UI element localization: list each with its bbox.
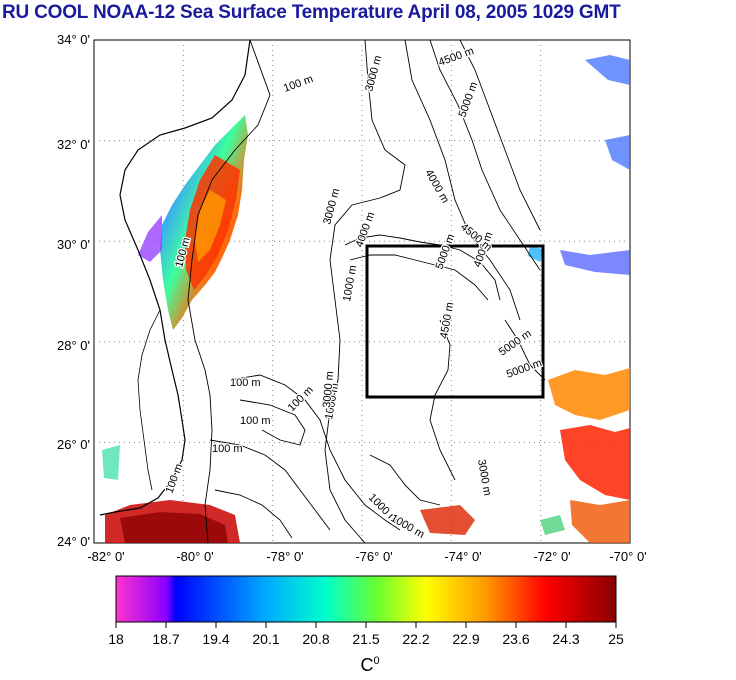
colorbar-label: 20.8 — [302, 631, 330, 647]
y-tick-label: 30° 0' — [57, 237, 90, 252]
y-tick-label: 34° 0' — [57, 32, 90, 47]
colorbar-label: 18.7 — [152, 631, 180, 647]
unit-base: C — [360, 655, 374, 675]
contour-label: 100 m — [212, 443, 243, 455]
colorbar-label: 19.4 — [202, 631, 230, 647]
contour-label: 100 m — [230, 377, 261, 389]
sst-patches — [102, 55, 630, 543]
study-region-box — [365, 244, 545, 399]
colorbar-label: 24.3 — [552, 631, 580, 647]
x-tick-label: -82° 0' — [87, 549, 125, 564]
contour-label: 100 m — [240, 415, 271, 427]
colorbar-ticks — [115, 622, 617, 628]
y-tick-label: 26° 0' — [57, 437, 90, 452]
unit-sup: 0 — [373, 655, 380, 667]
map-title: RU COOL NOAA-12 Sea Surface Temperature … — [2, 2, 621, 23]
colorbar-label: 18 — [108, 631, 124, 647]
colorbar-unit: C0 — [340, 655, 400, 676]
colorbar-label: 20.1 — [252, 631, 280, 647]
colorbar-label: 25 — [608, 631, 624, 647]
x-tick-label: -78° 0' — [266, 549, 304, 564]
x-tick-label: -76° 0' — [355, 549, 393, 564]
bathymetry-contours — [187, 40, 546, 543]
y-tick-label: 24° 0' — [57, 534, 90, 549]
contour-label: 3000 m — [321, 371, 336, 409]
colorbar-label: 22.9 — [452, 631, 480, 647]
x-tick-label: -70° 0' — [609, 549, 647, 564]
colorbar-label: 22.2 — [402, 631, 430, 647]
x-tick-label: -74° 0' — [444, 549, 482, 564]
y-tick-label: 32° 0' — [57, 137, 90, 152]
x-tick-label: -72° 0' — [533, 549, 571, 564]
colorbar-label: 21.5 — [352, 631, 380, 647]
colorbar-label: 23.6 — [502, 631, 530, 647]
coastline — [99, 40, 251, 516]
colorbar — [115, 575, 617, 623]
x-tick-label: -80° 0' — [176, 549, 214, 564]
y-tick-label: 28° 0' — [57, 338, 90, 353]
